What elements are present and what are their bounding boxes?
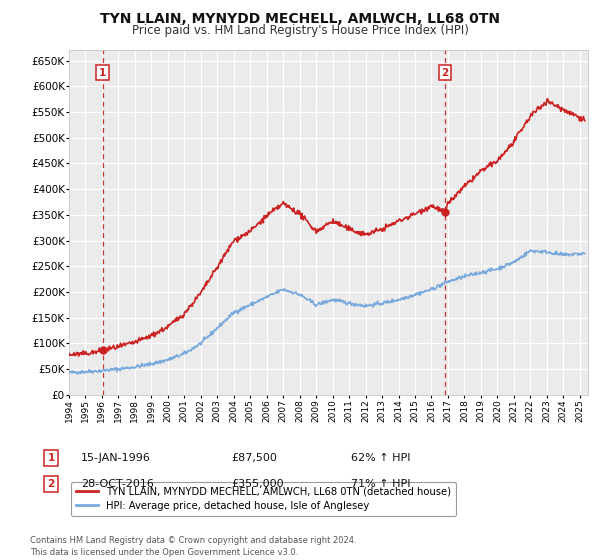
Text: Price paid vs. HM Land Registry's House Price Index (HPI): Price paid vs. HM Land Registry's House …: [131, 24, 469, 37]
Text: 28-OCT-2016: 28-OCT-2016: [81, 479, 154, 489]
Text: 71% ↑ HPI: 71% ↑ HPI: [351, 479, 410, 489]
Legend: TYN LLAIN, MYNYDD MECHELL, AMLWCH, LL68 0TN (detached house), HPI: Average price: TYN LLAIN, MYNYDD MECHELL, AMLWCH, LL68 …: [71, 482, 457, 516]
Text: TYN LLAIN, MYNYDD MECHELL, AMLWCH, LL68 0TN: TYN LLAIN, MYNYDD MECHELL, AMLWCH, LL68 …: [100, 12, 500, 26]
Text: 2: 2: [47, 479, 55, 489]
Text: 1: 1: [99, 68, 106, 78]
Text: £87,500: £87,500: [231, 453, 277, 463]
Text: Contains HM Land Registry data © Crown copyright and database right 2024.
This d: Contains HM Land Registry data © Crown c…: [30, 536, 356, 557]
Text: 1: 1: [47, 453, 55, 463]
Text: 62% ↑ HPI: 62% ↑ HPI: [351, 453, 410, 463]
Text: 2: 2: [442, 68, 449, 78]
Text: £355,000: £355,000: [231, 479, 284, 489]
Text: 15-JAN-1996: 15-JAN-1996: [81, 453, 151, 463]
